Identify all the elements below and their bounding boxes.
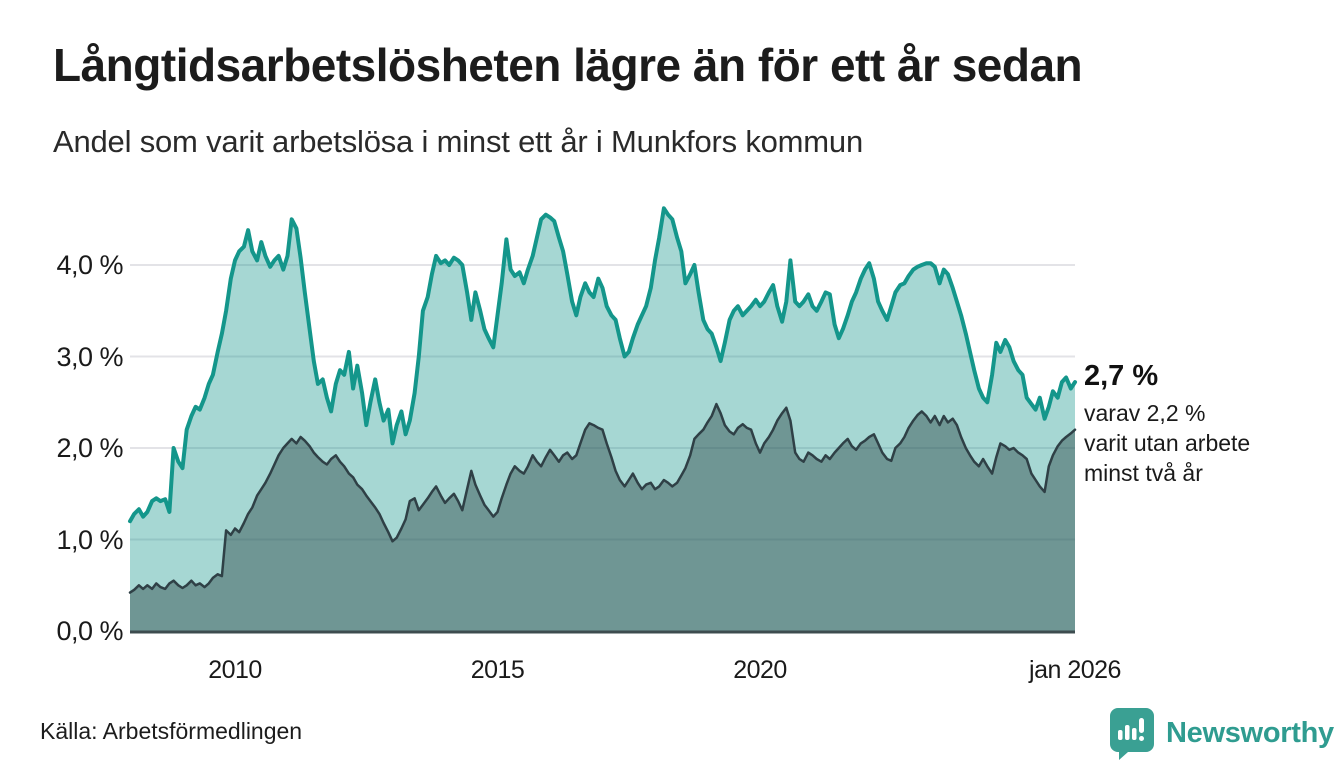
latest-value-detail-line: varit utan arbete: [1084, 430, 1251, 456]
x-tick-label: jan 2026: [1029, 656, 1121, 684]
y-tick-label: 1,0 %: [56, 524, 123, 555]
y-tick-label: 2,0 %: [56, 433, 123, 463]
y-tick-label: 4,0 %: [56, 250, 123, 280]
latest-value-detail-line: varav 2,2 %: [1084, 400, 1206, 426]
chart-subtitle: Andel som varit arbetslösa i minst ett å…: [53, 124, 863, 159]
series-area-1yr: [130, 208, 1075, 632]
newsworthy-logo-icon: [1108, 706, 1156, 760]
latest-value: 2,7 %: [1084, 360, 1159, 392]
latest-value-detail-line: minst två år: [1084, 460, 1203, 486]
series-line-2yr: [128, 402, 1077, 594]
y-tick-label: 0,0 %: [56, 616, 123, 646]
source-note: Källa: Arbetsförmedlingen: [40, 718, 303, 744]
latest-value-annotation: 2,7 % varav 2,2 % varit utan arbete mins…: [1084, 360, 1334, 488]
newsworthy-wordmark: Newsworthy: [1166, 716, 1334, 749]
y-tick-label: 3,0 %: [56, 341, 123, 372]
x-tick-label: 2010: [208, 656, 262, 684]
x-tick-label: 2020: [733, 656, 787, 684]
series-area-2yr: [130, 404, 1075, 631]
newsworthy-logo: Newsworthy: [1108, 706, 1334, 760]
x-tick-label: 2015: [470, 656, 525, 684]
series-line-1yr: [128, 206, 1077, 524]
chart-title: Långtidsarbetslösheten lägre än för ett …: [53, 39, 1083, 91]
